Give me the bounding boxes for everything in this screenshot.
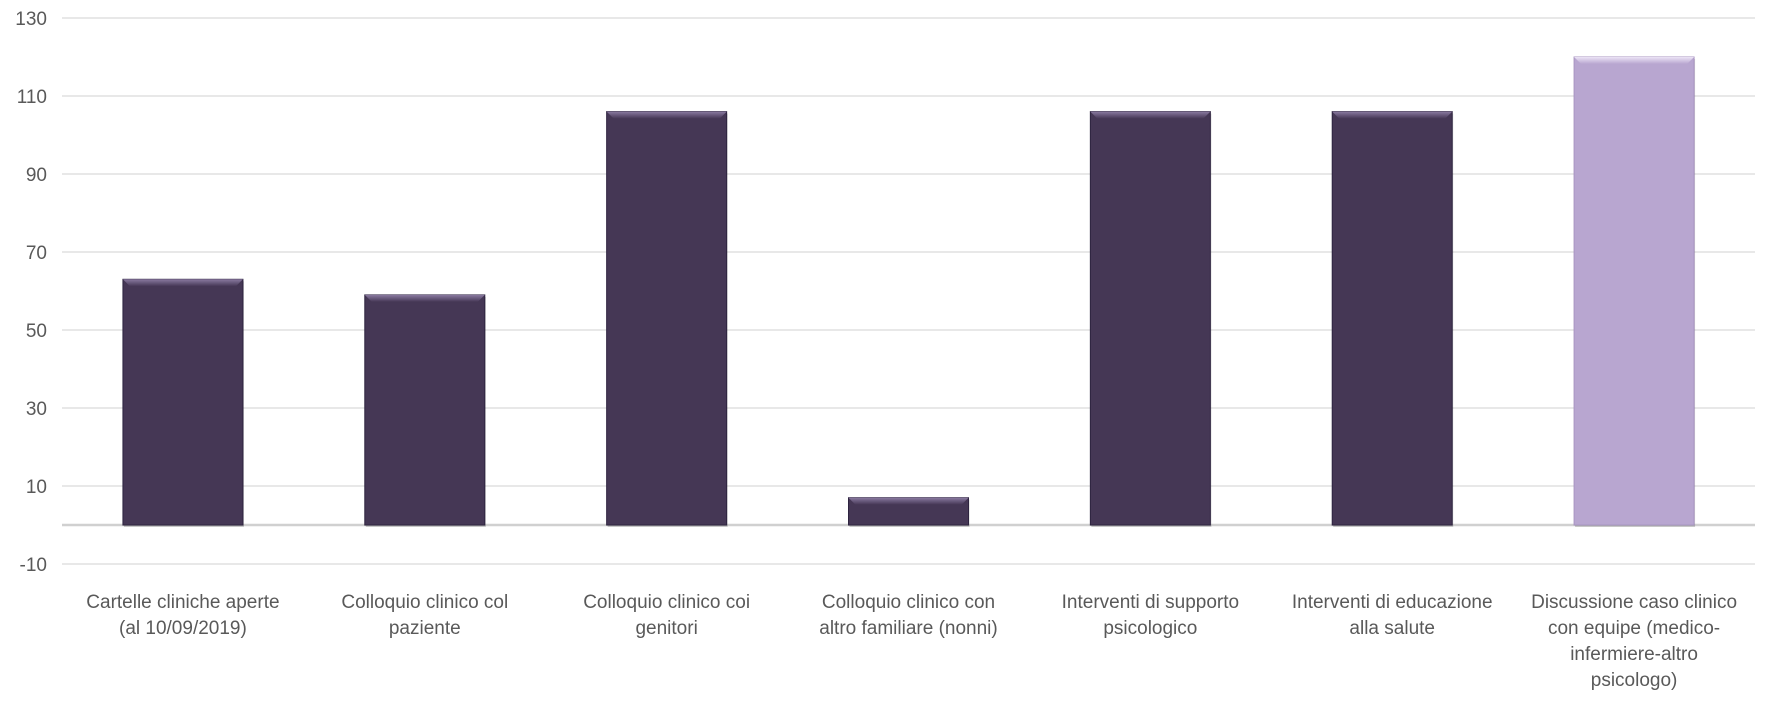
x-category-label: Colloquio clinico coi genitori	[583, 592, 750, 639]
bar-bevel	[1090, 111, 1211, 119]
bar	[848, 497, 970, 527]
bar	[606, 111, 728, 527]
bar	[122, 278, 244, 527]
x-category-label: Cartelle cliniche aperte (al 10/09/2019)	[86, 592, 279, 639]
x-category-label: Colloquio clinico con altro familiare (no…	[819, 592, 997, 639]
y-axis-ticks: -10 10 30 50 70 90 110 130	[15, 9, 47, 576]
bars	[122, 56, 1696, 527]
y-tick-label: 90	[26, 165, 47, 186]
bar-body	[1331, 111, 1453, 526]
y-tick-label: 30	[26, 399, 47, 420]
bar-bevel	[364, 294, 485, 302]
bar	[1331, 111, 1454, 527]
bar-bevel	[848, 497, 969, 505]
y-tick-label: 130	[15, 9, 47, 30]
x-category-label: Colloquio clinico col paziente	[341, 592, 508, 639]
y-tick-label: 10	[26, 477, 47, 498]
bar	[1573, 56, 1696, 527]
bar-body	[1089, 111, 1211, 526]
bar-body	[122, 278, 244, 526]
gridlines	[62, 17, 1755, 565]
bar	[1089, 111, 1212, 527]
y-tick-label: -10	[20, 555, 47, 576]
x-category-label: Interventi di educazione alla salute	[1292, 592, 1493, 639]
bar-body	[364, 294, 486, 526]
x-category-label: Interventi di supporto psicologico	[1062, 592, 1239, 639]
bar-bevel	[1332, 111, 1453, 119]
bar-body	[1573, 56, 1695, 526]
bar-bevel	[122, 279, 243, 287]
bar-bevel	[1574, 57, 1695, 64]
bar	[364, 294, 486, 527]
x-axis-labels: Cartelle cliniche aperte (al 10/09/2019) C…	[86, 592, 1737, 691]
x-category-label: Discussione caso clinico con equipe (medi…	[1531, 592, 1737, 691]
y-tick-label: 70	[26, 243, 47, 264]
bar-body	[606, 111, 728, 526]
y-tick-label: 110	[17, 87, 47, 108]
y-tick-label: 50	[26, 321, 47, 342]
bar-bevel	[606, 111, 727, 119]
